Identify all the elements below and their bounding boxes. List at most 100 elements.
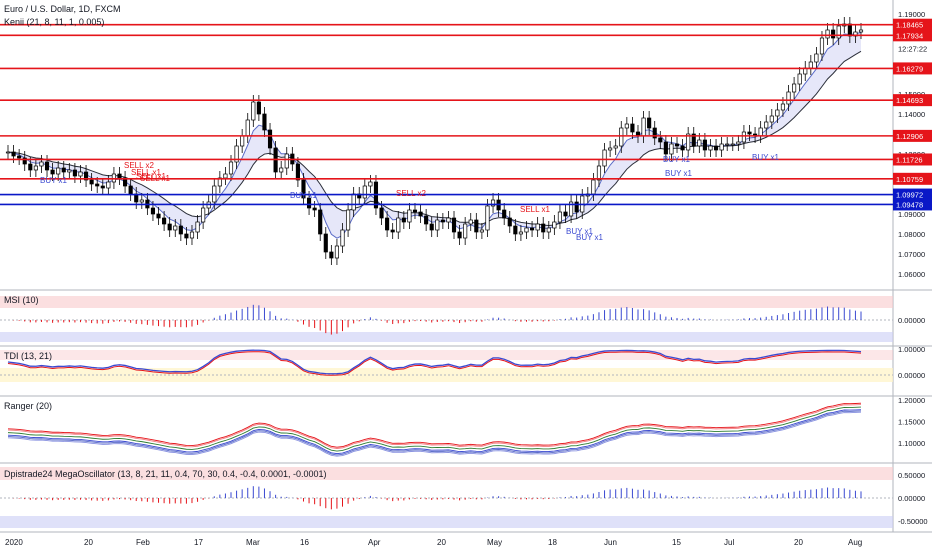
- signal-label-sell: SELL x1: [131, 168, 161, 177]
- candle-body: [574, 201, 579, 213]
- candle-body: [546, 227, 551, 233]
- candle-body: [741, 131, 746, 143]
- x-tick-label: Jul: [724, 538, 734, 547]
- x-tick-label: 16: [300, 538, 309, 547]
- signal-label-buy: BUY x1: [665, 169, 693, 178]
- ranger-tick-label: 1.15000: [898, 418, 925, 427]
- candle-body: [524, 227, 529, 233]
- candle-body: [619, 127, 624, 147]
- ranger-tick-label: 1.10000: [898, 439, 925, 448]
- candle-body: [184, 233, 189, 239]
- candle-body: [418, 211, 423, 217]
- candle-body: [669, 143, 674, 155]
- candle-body: [736, 141, 741, 145]
- ranger-line: [7, 409, 862, 455]
- x-tick-label: Apr: [368, 538, 381, 547]
- candle-body: [797, 73, 802, 85]
- indicator-label: Kenii (21, 8, 11, 1, 0.005): [4, 17, 105, 27]
- x-tick-label: Feb: [136, 538, 150, 547]
- level-tag-label: 1.09478: [896, 200, 923, 209]
- level-tag-label: 1.12906: [896, 132, 923, 141]
- candle-body: [529, 227, 535, 231]
- candle-body: [301, 179, 306, 199]
- candle-body: [825, 29, 830, 39]
- candle-body: [396, 217, 401, 233]
- candle-body: [479, 229, 484, 233]
- mega-tick-label: 0.00000: [898, 494, 925, 503]
- candle-body: [847, 23, 852, 37]
- x-tick-label: 20: [84, 538, 93, 547]
- x-tick-label: Aug: [848, 538, 862, 547]
- candle-body: [513, 225, 518, 235]
- candle-body: [702, 139, 707, 151]
- candle-body: [624, 123, 629, 129]
- price-tick-label: 1.14000: [898, 110, 925, 119]
- candle-body: [295, 163, 300, 181]
- signal-label-buy: BUY x1: [40, 176, 68, 185]
- candle-body: [658, 137, 663, 143]
- candle-body: [5, 151, 11, 154]
- level-tag: [893, 188, 932, 201]
- candle-body: [541, 223, 546, 233]
- candle-body: [608, 147, 613, 151]
- ma-slow-line: [7, 50, 862, 226]
- candle-body: [641, 117, 646, 137]
- candle-body: [663, 141, 668, 155]
- candle-body: [697, 139, 702, 147]
- price-tick-label: 1.19000: [898, 10, 925, 19]
- level-tag-label: 1.18465: [896, 21, 923, 30]
- candle-body: [150, 207, 156, 215]
- x-tick-label: 17: [194, 538, 203, 547]
- candle-body: [56, 167, 61, 175]
- level-tag: [893, 129, 932, 142]
- candle-body: [72, 169, 77, 177]
- candle-body: [362, 185, 367, 199]
- signal-label-sell: SELL x2: [396, 189, 426, 198]
- candle-body: [89, 179, 94, 185]
- candle-body: [814, 53, 819, 63]
- candle-body: [245, 119, 250, 137]
- candle-body: [691, 133, 696, 147]
- candle-body: [713, 145, 719, 151]
- candle-body: [647, 117, 652, 129]
- candle-body: [379, 207, 384, 219]
- candle-body: [858, 29, 864, 33]
- candle-body: [569, 201, 574, 217]
- candle-body: [435, 219, 440, 231]
- candle-body: [463, 223, 468, 239]
- candle-body: [61, 167, 66, 173]
- mega-lower-zone: [0, 516, 893, 528]
- candle-body: [28, 163, 33, 171]
- candle-body: [267, 129, 273, 149]
- candle-body: [708, 145, 713, 151]
- candle-body: [786, 91, 791, 105]
- price-axis-bg: [893, 0, 932, 550]
- candle-body: [602, 149, 607, 167]
- signal-label-buy: BUY x1: [752, 153, 780, 162]
- x-tick-label: May: [487, 538, 502, 547]
- candle-body: [836, 25, 841, 39]
- x-tick-label: 18: [548, 538, 557, 547]
- candle-body: [50, 169, 55, 175]
- candle-body: [596, 165, 602, 181]
- candle-body: [557, 211, 563, 223]
- candle-body: [217, 177, 222, 187]
- candle-body: [346, 209, 351, 231]
- ranger-line: [7, 404, 862, 449]
- mega-tick-label: 0.50000: [898, 471, 925, 480]
- candle-body: [178, 225, 183, 235]
- candle-body: [563, 211, 568, 217]
- candle-body: [33, 165, 38, 171]
- candle-body: [156, 213, 161, 219]
- candle-body: [485, 205, 490, 231]
- candle-body: [613, 145, 618, 149]
- candle-body: [502, 209, 507, 219]
- candle-body: [680, 145, 685, 151]
- candle-body: [162, 217, 167, 225]
- candle-body: [769, 115, 774, 123]
- candle-body: [407, 209, 412, 223]
- level-tag: [893, 18, 932, 31]
- candle-body: [139, 199, 144, 203]
